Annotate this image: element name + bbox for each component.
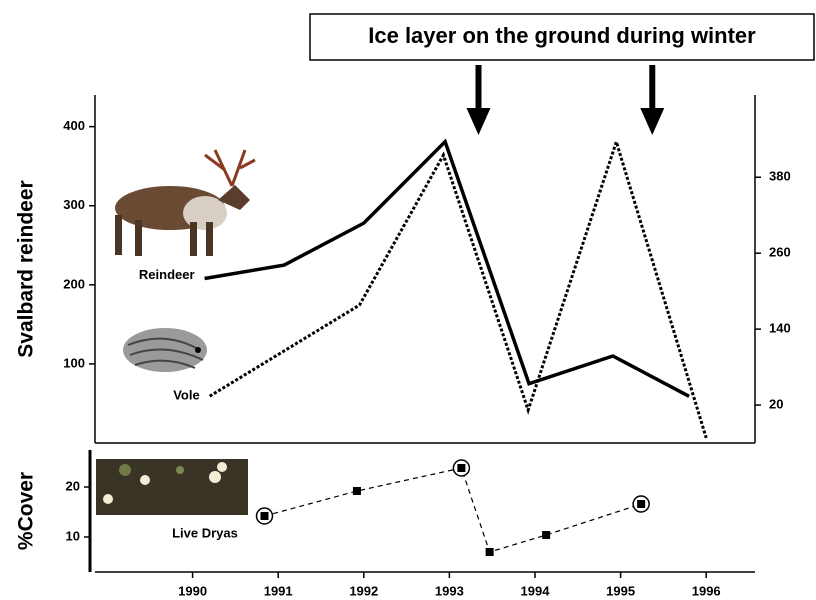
- vole-image: [123, 328, 207, 372]
- y-tick-label: 20: [66, 478, 80, 493]
- x-tick-label: 1994: [521, 583, 551, 598]
- point: [542, 531, 551, 539]
- series-label: Live Dryas: [172, 525, 238, 540]
- y2-tick-label: 140: [769, 321, 791, 336]
- series-line: [208, 136, 708, 439]
- y-tick-label: 200: [63, 276, 85, 291]
- y2-tick-label: 20: [769, 396, 783, 411]
- series-line: [264, 467, 642, 553]
- y-tick-label: 300: [63, 197, 85, 212]
- y-axis-title: %Cover: [15, 472, 38, 550]
- x-tick-label: 1992: [349, 583, 378, 598]
- y-tick-label: 10: [66, 528, 80, 543]
- y2-tick-label: 380: [769, 169, 791, 184]
- series-line: [204, 138, 690, 398]
- point: [457, 464, 466, 472]
- arrow-head: [466, 108, 491, 135]
- y-axis-title: Svalbard reindeer: [15, 180, 38, 357]
- arrow-head: [640, 108, 665, 135]
- series-label: Vole: [173, 388, 200, 403]
- point: [260, 512, 269, 520]
- point: [637, 500, 646, 508]
- dryas-image: [96, 459, 248, 515]
- point: [485, 548, 494, 556]
- x-tick-label: 1993: [435, 583, 464, 598]
- x-tick-label: 1990: [178, 583, 207, 598]
- y-tick-label: 100: [63, 355, 85, 370]
- series-label: Reindeer: [139, 267, 195, 282]
- y-tick-label: 400: [63, 118, 85, 133]
- reindeer-image: [115, 149, 256, 256]
- x-tick-label: 1996: [692, 583, 721, 598]
- y2-tick-label: 260: [769, 245, 791, 260]
- point: [352, 487, 361, 495]
- x-tick-label: 1995: [606, 583, 635, 598]
- x-tick-label: 1991: [264, 583, 293, 598]
- annotation-text: Ice layer on the ground during winter: [368, 23, 756, 48]
- annotation-box: [309, 13, 815, 61]
